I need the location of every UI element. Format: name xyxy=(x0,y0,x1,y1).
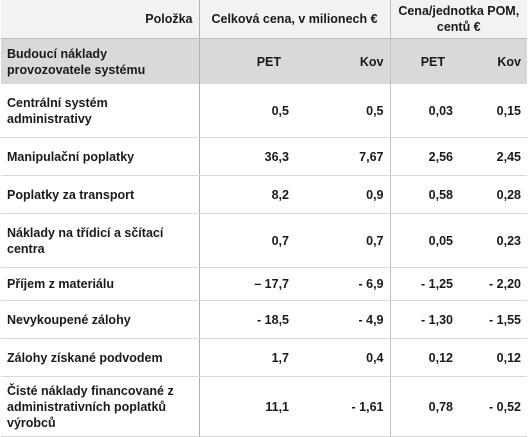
cell-pet-unit: - 1,25 xyxy=(389,267,460,301)
table-subheader-row: Budoucí náklady provozovatele systému PE… xyxy=(1,38,528,84)
cell-pet-unit: 0,12 xyxy=(389,338,460,377)
cell-kov-unit: - 0,52 xyxy=(459,376,528,437)
header-unit-cost: Cena/jednotka POM, centů € xyxy=(389,0,528,39)
table-row: Centrální systém administrativy 0,5 0,5 … xyxy=(1,84,528,138)
table-row: Manipulační poplatky 36,3 7,67 2,56 2,45 xyxy=(1,137,528,176)
table-row: Příjem z materiálu – 17,7 - 6,9 - 1,25 -… xyxy=(1,267,528,301)
cell-kov-unit: 0,23 xyxy=(459,213,528,268)
header-item: Položka xyxy=(1,0,199,39)
cell-pet-total: – 17,7 xyxy=(198,267,295,301)
subheader-pet-unit: PET xyxy=(389,38,460,84)
cell-pet-total: 11,1 xyxy=(198,376,295,437)
row-label: Náklady na třídicí a sčítací centra xyxy=(1,213,199,268)
cell-pet-unit: 0,03 xyxy=(389,84,460,138)
row-label: Nevykoupené zálohy xyxy=(1,300,199,339)
table-row: Náklady na třídicí a sčítací centra 0,7 … xyxy=(1,213,528,268)
row-label: Zálohy získané podvodem xyxy=(1,338,199,377)
subheader-kov-total: Kov xyxy=(295,38,391,84)
cell-kov-unit: 0,15 xyxy=(459,84,528,138)
cell-kov-total: 0,4 xyxy=(295,338,391,377)
cell-kov-total: 7,67 xyxy=(295,137,391,176)
cell-kov-unit: - 1,55 xyxy=(459,300,528,339)
table-row: Čisté náklady financované z administrati… xyxy=(1,376,528,437)
cell-kov-total: - 6,9 xyxy=(295,267,391,301)
cell-kov-unit: 0,28 xyxy=(459,175,528,214)
cell-kov-unit: 2,45 xyxy=(459,137,528,176)
row-label: Čisté náklady financované z administrati… xyxy=(1,376,199,437)
table-header-row: Položka Celková cena, v milionech € Cena… xyxy=(1,0,528,39)
subheader-pet-total: PET xyxy=(198,38,295,84)
table-row: Poplatky za transport 8,2 0,9 0,58 0,28 xyxy=(1,175,528,214)
table-row: Zálohy získané podvodem 1,7 0,4 0,12 0,1… xyxy=(1,338,528,377)
cell-kov-total: 0,9 xyxy=(295,175,391,214)
cell-pet-unit: - 1,30 xyxy=(389,300,460,339)
cell-pet-unit: 0,58 xyxy=(389,175,460,214)
cell-pet-total: 1,7 xyxy=(198,338,295,377)
row-label: Centrální systém administrativy xyxy=(1,84,199,138)
cell-pet-total: 8,2 xyxy=(198,175,295,214)
row-label: Poplatky za transport xyxy=(1,175,199,214)
cell-kov-total: 0,5 xyxy=(295,84,391,138)
cell-kov-total: 0,7 xyxy=(295,213,391,268)
cell-kov-unit: 0,12 xyxy=(459,338,528,377)
header-total-cost: Celková cena, v milionech € xyxy=(198,0,391,39)
table-row: Nevykoupené zálohy - 18,5 - 4,9 - 1,30 -… xyxy=(1,300,528,339)
row-label: Příjem z materiálu xyxy=(1,267,199,301)
subheader-label: Budoucí náklady provozovatele systému xyxy=(1,38,199,84)
cell-pet-unit: 0,05 xyxy=(389,213,460,268)
cell-pet-total: - 18,5 xyxy=(198,300,295,339)
subheader-kov-unit: Kov xyxy=(459,38,528,84)
cell-pet-total: 36,3 xyxy=(198,137,295,176)
row-label: Manipulační poplatky xyxy=(1,137,199,176)
cell-kov-unit: - 2,20 xyxy=(459,267,528,301)
cell-pet-unit: 0,78 xyxy=(389,376,460,437)
cell-pet-total: 0,5 xyxy=(198,84,295,138)
cell-kov-total: - 1,61 xyxy=(295,376,391,437)
cell-pet-total: 0,7 xyxy=(198,213,295,268)
cell-kov-total: - 4,9 xyxy=(295,300,391,339)
cell-pet-unit: 2,56 xyxy=(389,137,460,176)
